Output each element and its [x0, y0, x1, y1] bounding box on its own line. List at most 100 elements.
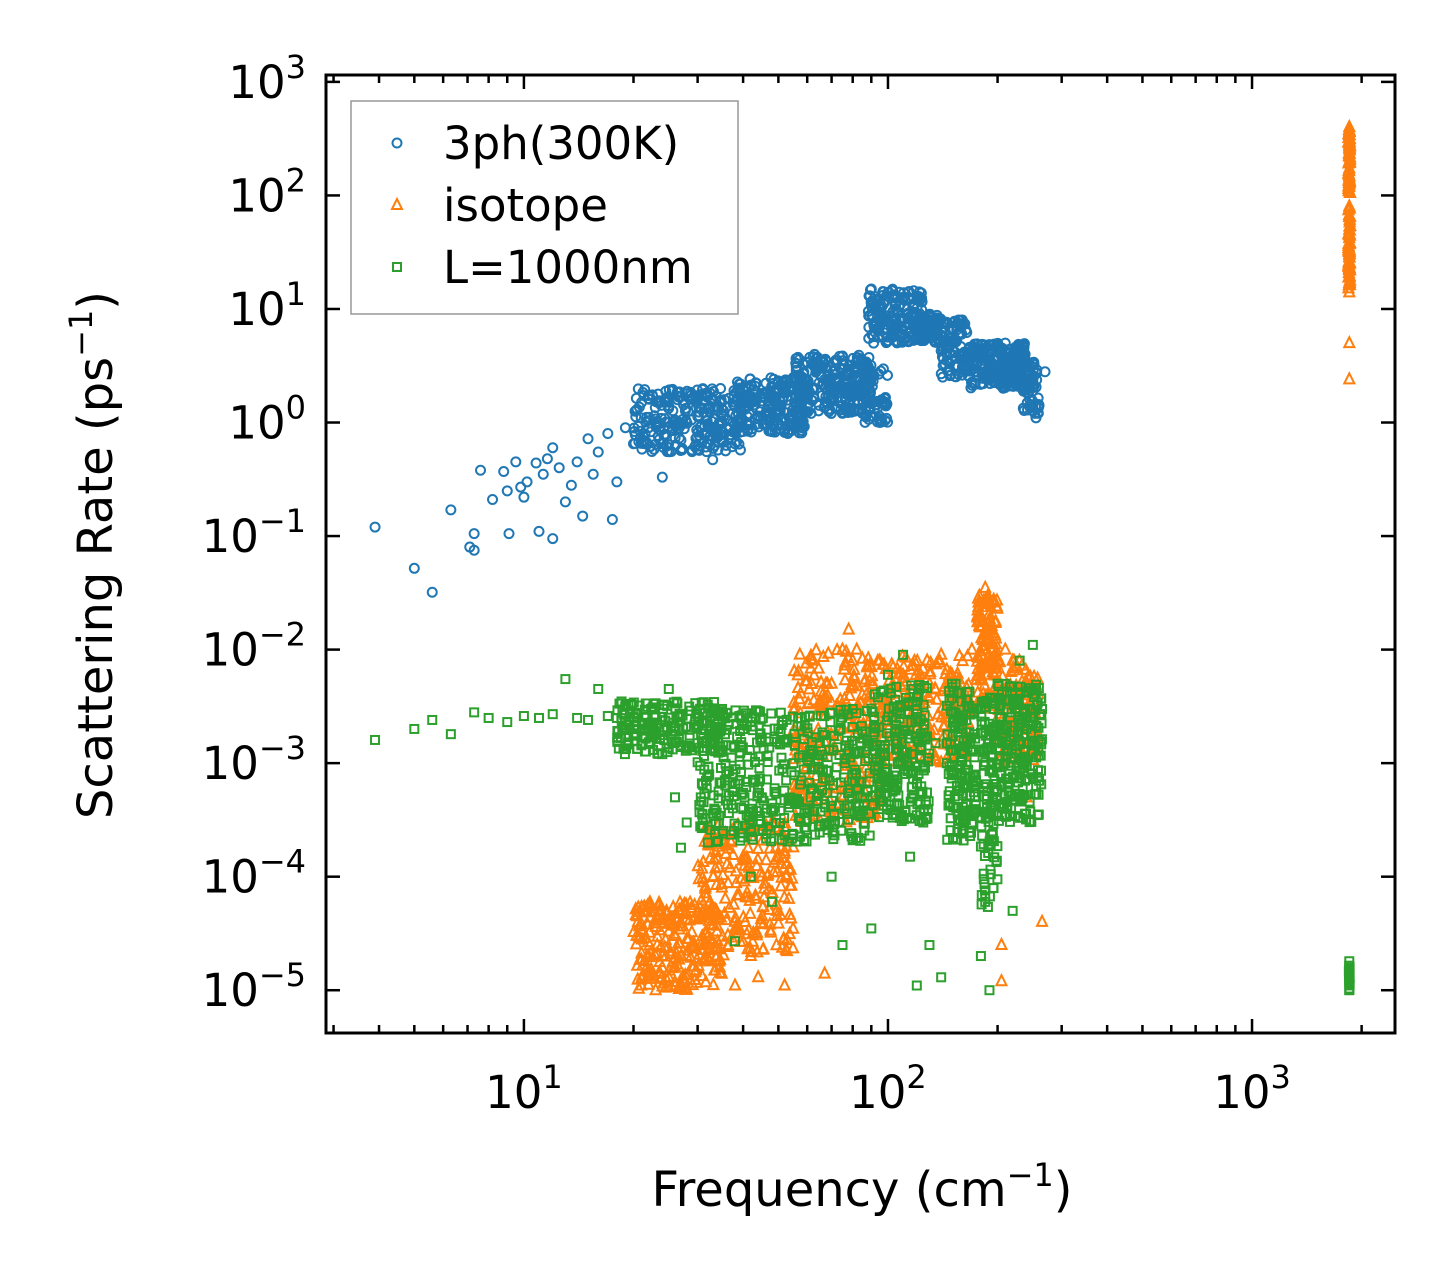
- data-point: [897, 314, 909, 326]
- data-point: [728, 977, 742, 991]
- data-point-dense: [941, 758, 952, 769]
- data-point-dense: [753, 816, 764, 827]
- data-point: [553, 462, 565, 474]
- data-point-dense: [708, 860, 723, 874]
- data-point-dense: [985, 640, 1000, 654]
- data-point-dense: [837, 661, 851, 675]
- data-point-dense: [891, 798, 902, 809]
- data-point-dense: [1020, 809, 1031, 820]
- data-point-dense: [847, 722, 858, 733]
- data-point-dense: [811, 790, 822, 801]
- data-point-dense: [1015, 793, 1026, 804]
- data-point: [846, 652, 860, 666]
- data-point: [801, 366, 813, 378]
- data-point-dense: [847, 677, 861, 691]
- data-point-dense: [817, 749, 828, 760]
- data-point-dense: [786, 424, 798, 436]
- data-point-dense: [693, 444, 705, 456]
- data-point-dense: [750, 857, 764, 872]
- data-point-dense: [699, 974, 713, 988]
- y-tick-label: 10−3: [202, 729, 306, 790]
- data-point-dense: [819, 373, 831, 385]
- data-point-dense: [849, 764, 860, 775]
- data-point-dense: [937, 360, 949, 372]
- data-point: [773, 723, 784, 734]
- data-point-dense: [702, 772, 713, 783]
- data-point-dense: [782, 836, 793, 847]
- data-point-dense: [737, 832, 748, 843]
- data-point-dense: [775, 739, 786, 750]
- data-point-dense: [902, 708, 913, 719]
- data-point-dense: [810, 762, 821, 773]
- data-point-dense: [897, 293, 909, 305]
- data-point: [957, 723, 968, 734]
- data-point: [1020, 382, 1032, 394]
- data-point-dense: [636, 443, 648, 455]
- data-point-dense: [715, 762, 726, 773]
- data-point-dense: [850, 641, 864, 655]
- data-point: [874, 417, 886, 429]
- data-point-dense: [847, 835, 858, 846]
- data-point-dense: [668, 977, 682, 992]
- data-point: [483, 712, 494, 723]
- data-point: [648, 981, 663, 996]
- data-point-dense: [631, 913, 645, 927]
- data-point: [656, 471, 668, 483]
- data-point: [501, 485, 513, 497]
- data-point-dense: [849, 360, 861, 372]
- data-point-dense: [775, 818, 786, 829]
- data-point-dense: [807, 692, 821, 706]
- data-point-dense: [637, 898, 651, 912]
- data-point-dense: [1036, 718, 1047, 729]
- data-point-dense: [844, 800, 855, 811]
- data-point-dense: [623, 700, 634, 711]
- data-point: [978, 579, 992, 593]
- data-point: [572, 712, 583, 723]
- data-point-dense: [720, 445, 732, 457]
- data-point-dense: [685, 923, 699, 938]
- data-point-dense: [866, 302, 878, 314]
- data-point-dense: [754, 864, 768, 878]
- data-point: [918, 817, 929, 828]
- data-point-dense: [912, 735, 923, 746]
- data-point: [882, 286, 894, 298]
- data-point-dense: [667, 424, 679, 436]
- data-point: [814, 362, 826, 374]
- data-point-dense: [750, 775, 761, 786]
- data-point: [680, 947, 694, 962]
- data-point-dense: [673, 894, 687, 908]
- data-point-dense: [967, 776, 978, 787]
- data-point: [874, 294, 886, 306]
- data-point-dense: [866, 676, 880, 690]
- data-point-dense: [634, 432, 646, 444]
- data-point-dense: [975, 353, 987, 365]
- data-point: [690, 902, 705, 916]
- data-point: [984, 985, 995, 996]
- data-point-dense: [832, 383, 844, 395]
- data-point-dense: [793, 812, 804, 823]
- data-point-dense: [722, 899, 737, 913]
- legend-label: isotope: [443, 179, 608, 232]
- data-point: [662, 969, 676, 983]
- data-point-dense: [753, 751, 764, 762]
- data-point-dense: [1008, 794, 1019, 805]
- data-point-dense: [835, 705, 846, 716]
- data-point-dense: [820, 802, 831, 813]
- data-point-dense: [975, 647, 989, 662]
- y-axis-label: Scattering Rate (ps−1): [62, 291, 124, 819]
- data-point-dense: [650, 421, 662, 433]
- data-point-dense: [879, 393, 891, 405]
- data-point-dense: [639, 384, 651, 396]
- data-point: [1007, 371, 1019, 383]
- data-point-dense: [892, 291, 904, 303]
- data-point-dense: [878, 800, 889, 811]
- data-point-dense: [743, 759, 754, 770]
- data-point: [975, 378, 987, 390]
- data-point: [771, 848, 786, 862]
- data-point-dense: [662, 923, 676, 937]
- data-point-dense: [961, 694, 972, 705]
- data-point-dense: [898, 814, 909, 825]
- data-point-dense: [779, 785, 790, 796]
- data-point-dense: [987, 793, 998, 804]
- data-point-dense: [677, 418, 689, 430]
